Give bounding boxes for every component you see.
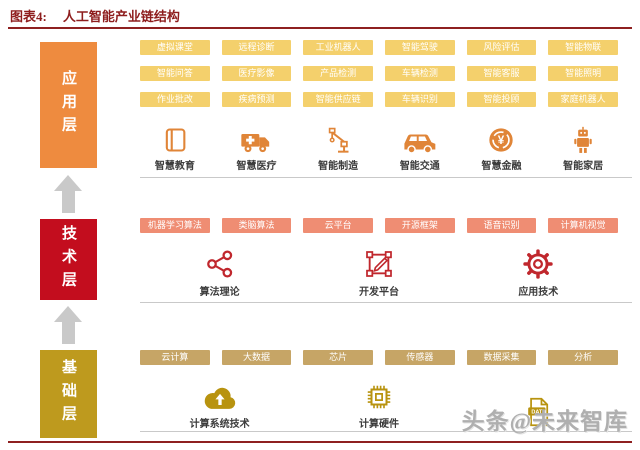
chip-icon bbox=[367, 385, 391, 409]
application-icon-row: 智慧教育 智慧医疗 智能制造 bbox=[140, 120, 618, 172]
layer-box-foundation: 基础层 bbox=[40, 350, 97, 438]
foundation-icon-row: 计算系统技术 计算硬件 DAT bbox=[140, 378, 618, 430]
cloud-upload-icon bbox=[204, 387, 235, 409]
app-tag: 智能问答 bbox=[140, 66, 210, 81]
layer-label-application: 应用层 bbox=[60, 70, 76, 140]
group-data: DAT bbox=[459, 378, 618, 430]
category-label: 智能交通 bbox=[399, 161, 440, 172]
tech-tag: 云平台 bbox=[303, 218, 373, 233]
category-label: 计算系统技术 bbox=[189, 419, 250, 430]
layer-box-application: 应用层 bbox=[40, 42, 97, 168]
book-icon bbox=[165, 128, 186, 152]
share-nodes-icon bbox=[206, 250, 232, 278]
app-tag: 智能投顾 bbox=[466, 92, 537, 107]
technology-tag-row: 机器学习算法 类脑算法 云平台 开源框架 语音识别 计算机视觉 bbox=[140, 218, 618, 233]
application-tag-grid: 虚拟课堂 远程诊断 工业机器人 智能驾驶 风险评估 智能物联 智能问答 医疗影像… bbox=[140, 40, 618, 107]
app-tag: 疾病预测 bbox=[221, 92, 292, 107]
category-smart-home: 智能家居 bbox=[548, 120, 618, 172]
robot-arm-icon bbox=[328, 127, 349, 153]
header-rule bbox=[8, 27, 632, 29]
figure-header: 图表4: 人工智能产业链结构 bbox=[10, 6, 180, 25]
dat-badge-label: DAT bbox=[532, 410, 544, 416]
app-tag: 智能照明 bbox=[548, 66, 618, 81]
category-label: 智慧教育 bbox=[154, 161, 195, 172]
category-label: 计算硬件 bbox=[358, 419, 399, 430]
ambulance-icon bbox=[241, 134, 270, 153]
category-smart-education: 智慧教育 bbox=[140, 120, 210, 172]
dat-file-icon: DAT bbox=[528, 397, 549, 427]
design-board-icon bbox=[366, 251, 392, 277]
category-smart-finance: ¥ 智慧金融 bbox=[467, 120, 537, 172]
category-label: 智慧金融 bbox=[481, 161, 522, 172]
svg-text:¥: ¥ bbox=[498, 134, 505, 147]
app-tag: 智能物联 bbox=[548, 40, 618, 55]
watermark: 头条@未来智库 bbox=[461, 409, 628, 434]
category-smart-manufacturing: 智能制造 bbox=[303, 120, 373, 172]
layer-box-technology: 技术层 bbox=[40, 219, 97, 300]
category-label: 智慧医疗 bbox=[236, 161, 277, 172]
group-development-platform: 开发平台 bbox=[299, 246, 458, 298]
section-divider bbox=[140, 431, 632, 432]
app-tag: 远程诊断 bbox=[221, 40, 292, 55]
coin-icon: ¥ bbox=[489, 128, 514, 152]
up-arrow-icon bbox=[54, 175, 82, 213]
app-tag: 智能供应链 bbox=[303, 92, 373, 107]
chart-number-label: 图表4: bbox=[10, 9, 47, 24]
base-tag: 芯片 bbox=[303, 350, 373, 365]
category-label: 智能制造 bbox=[318, 161, 359, 172]
base-tag: 传感器 bbox=[384, 350, 455, 365]
app-tag: 虚拟课堂 bbox=[140, 40, 210, 55]
category-smart-healthcare: 智慧医疗 bbox=[222, 120, 292, 172]
app-tag: 车辆检测 bbox=[384, 66, 455, 81]
app-tag: 车辆识别 bbox=[384, 92, 455, 107]
footer-rule bbox=[8, 441, 632, 443]
layer-label-foundation: 基础层 bbox=[60, 359, 76, 429]
section-divider bbox=[140, 177, 632, 178]
base-tag: 大数据 bbox=[221, 350, 292, 365]
tech-tag: 机器学习算法 bbox=[140, 218, 210, 233]
app-tag: 作业批改 bbox=[140, 92, 210, 107]
gear-icon bbox=[523, 249, 553, 279]
category-label: 智能家居 bbox=[563, 161, 604, 172]
app-tag: 智能驾驶 bbox=[384, 40, 455, 55]
category-label: 开发平台 bbox=[358, 287, 399, 298]
section-divider bbox=[140, 302, 632, 303]
layer-label-technology: 技术层 bbox=[60, 224, 76, 295]
car-icon bbox=[404, 134, 436, 154]
tech-tag: 类脑算法 bbox=[221, 218, 292, 233]
foundation-tag-row: 云计算 大数据 芯片 传感器 数据采集 分析 bbox=[140, 350, 618, 365]
technology-icon-row: 算法理论 开发平台 bbox=[140, 246, 618, 298]
app-tag: 智能客服 bbox=[466, 66, 537, 81]
group-computing-system-tech: 计算系统技术 bbox=[140, 378, 299, 430]
base-tag: 数据采集 bbox=[466, 350, 537, 365]
up-arrow-icon bbox=[54, 306, 82, 344]
category-label: 应用技术 bbox=[518, 287, 559, 298]
category-smart-transport: 智能交通 bbox=[385, 120, 455, 172]
group-computing-hardware: 计算硬件 bbox=[299, 378, 458, 430]
group-application-technology: 应用技术 bbox=[459, 246, 618, 298]
tech-tag: 计算机视觉 bbox=[548, 218, 618, 233]
group-algorithm-theory: 算法理论 bbox=[140, 246, 299, 298]
app-tag: 工业机器人 bbox=[303, 40, 373, 55]
app-tag: 家庭机器人 bbox=[548, 92, 618, 107]
tech-tag: 开源框架 bbox=[384, 218, 455, 233]
page-title: 人工智能产业链结构 bbox=[62, 9, 180, 24]
app-tag: 医疗影像 bbox=[221, 66, 292, 81]
app-tag: 产品检测 bbox=[303, 66, 373, 81]
robot-icon bbox=[574, 126, 592, 153]
base-tag: 分析 bbox=[548, 350, 618, 365]
base-tag: 云计算 bbox=[140, 350, 210, 365]
category-label: 算法理论 bbox=[199, 287, 240, 298]
app-tag: 风险评估 bbox=[466, 40, 537, 55]
tech-tag: 语音识别 bbox=[466, 218, 537, 233]
